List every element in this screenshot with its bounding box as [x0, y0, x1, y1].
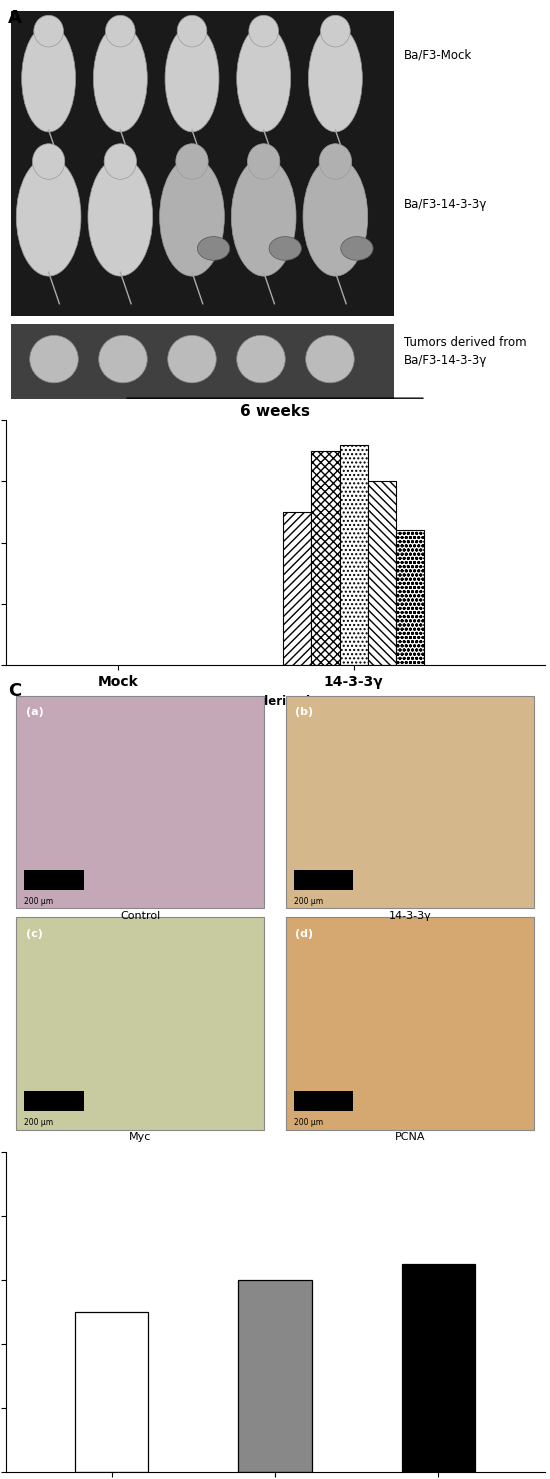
Ellipse shape: [94, 25, 147, 132]
Ellipse shape: [21, 25, 75, 132]
Ellipse shape: [99, 336, 147, 383]
Bar: [311, 451, 339, 666]
Ellipse shape: [341, 237, 373, 260]
Ellipse shape: [319, 143, 351, 179]
Bar: [402, 1263, 475, 1472]
Text: (d): (d): [295, 929, 314, 939]
Text: Tumors derived from
Ba/F3-14-3-3γ: Tumors derived from Ba/F3-14-3-3γ: [404, 336, 527, 367]
Ellipse shape: [321, 15, 350, 47]
Bar: [75, 1312, 148, 1472]
Text: 200 μm: 200 μm: [24, 1118, 53, 1127]
Ellipse shape: [168, 336, 216, 383]
Ellipse shape: [248, 143, 280, 179]
Text: (c): (c): [26, 929, 43, 939]
Text: Control: Control: [120, 911, 161, 920]
Title: 6 weeks: 6 weeks: [240, 404, 310, 419]
Ellipse shape: [306, 336, 354, 383]
Ellipse shape: [236, 336, 285, 383]
Ellipse shape: [104, 143, 136, 179]
Ellipse shape: [249, 15, 278, 47]
Ellipse shape: [309, 25, 362, 132]
Bar: [283, 512, 311, 666]
Ellipse shape: [303, 158, 368, 277]
Ellipse shape: [197, 237, 230, 260]
Bar: [16, 697, 264, 908]
Text: C: C: [8, 682, 21, 701]
Text: Ba/F3-Mock: Ba/F3-Mock: [404, 49, 472, 61]
Bar: [395, 531, 424, 666]
Bar: [11, 324, 394, 399]
Ellipse shape: [106, 15, 135, 47]
Text: Myc: Myc: [129, 1131, 151, 1142]
Text: Ba/F3-14-3-3γ: Ba/F3-14-3-3γ: [404, 198, 488, 211]
Ellipse shape: [30, 336, 78, 383]
Text: (a): (a): [26, 707, 44, 717]
Text: 200 μm: 200 μm: [294, 896, 323, 907]
Bar: [294, 1092, 353, 1112]
Ellipse shape: [232, 158, 296, 277]
Text: (b): (b): [295, 707, 314, 717]
Text: PCNA: PCNA: [394, 1131, 425, 1142]
Bar: [339, 445, 367, 666]
Ellipse shape: [269, 237, 301, 260]
Text: 200 μm: 200 μm: [24, 896, 53, 907]
Bar: [294, 870, 353, 890]
Ellipse shape: [34, 15, 63, 47]
Text: 14-3-3γ: 14-3-3γ: [388, 911, 431, 920]
Ellipse shape: [16, 158, 81, 277]
Bar: [11, 12, 394, 315]
Ellipse shape: [160, 158, 224, 277]
Bar: [24, 870, 84, 890]
Ellipse shape: [177, 15, 207, 47]
Text: A: A: [8, 9, 22, 28]
Ellipse shape: [165, 25, 219, 132]
Ellipse shape: [88, 158, 153, 277]
Bar: [286, 697, 534, 908]
Ellipse shape: [236, 25, 290, 132]
Bar: [286, 917, 534, 1130]
X-axis label: NOD-SCID mouse derived mouse tumors: NOD-SCID mouse derived mouse tumors: [142, 695, 408, 708]
Text: 200 μm: 200 μm: [294, 1118, 323, 1127]
Ellipse shape: [176, 143, 208, 179]
Bar: [367, 481, 395, 666]
Bar: [24, 1092, 84, 1112]
Ellipse shape: [32, 143, 65, 179]
Bar: [16, 917, 264, 1130]
Bar: [238, 1279, 312, 1472]
